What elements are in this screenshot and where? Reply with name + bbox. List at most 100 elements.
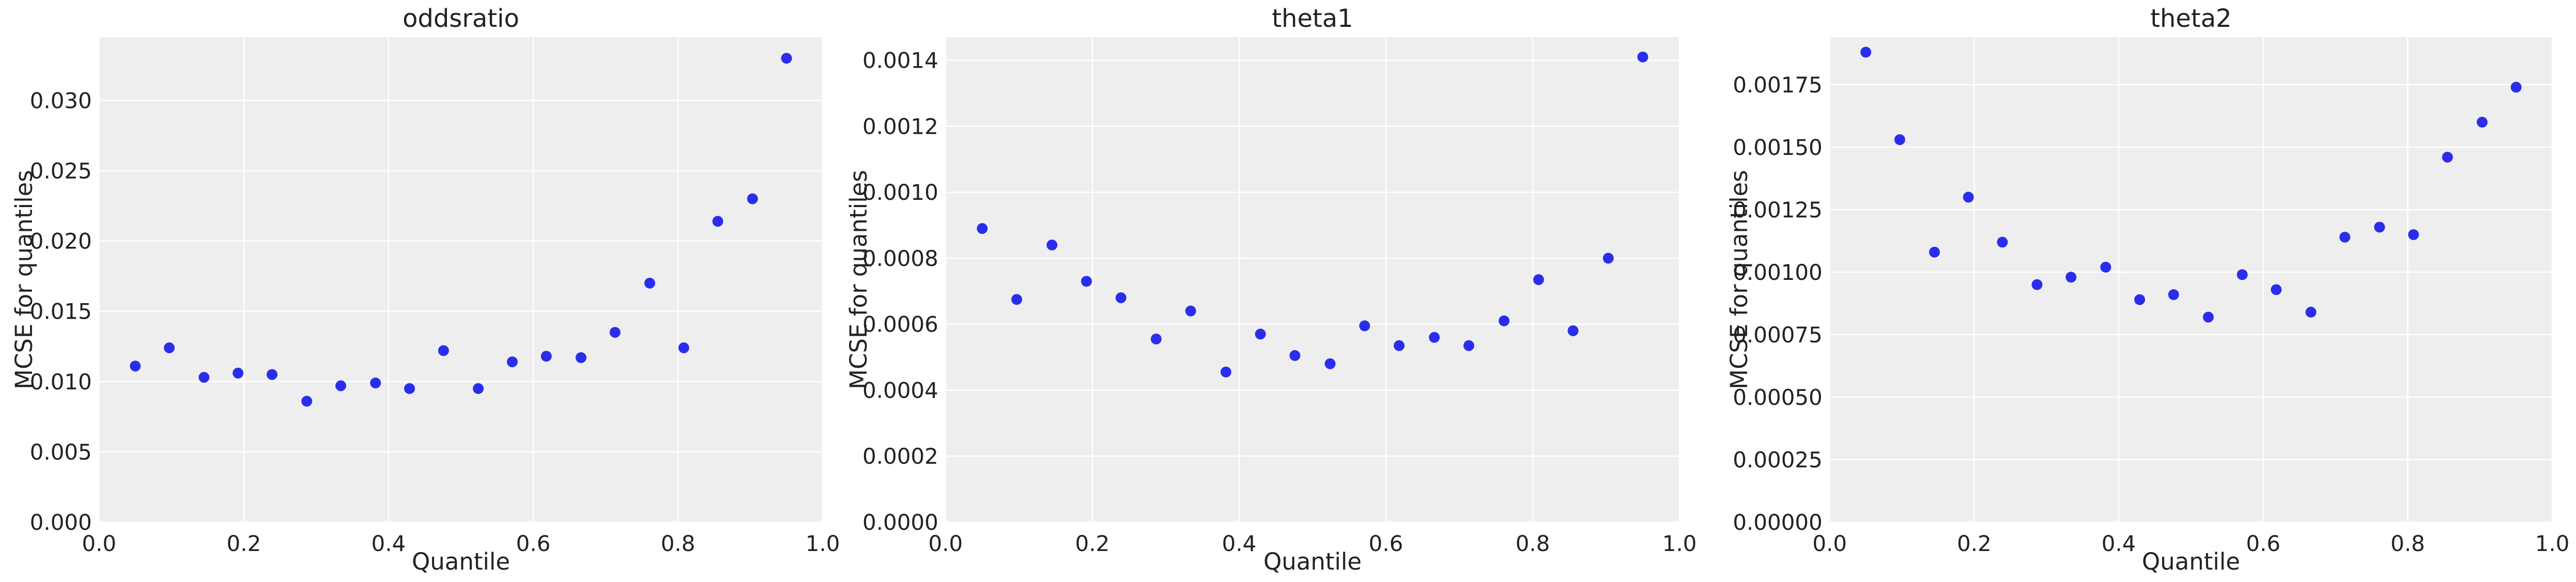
data-point — [1567, 325, 1579, 337]
data-point — [1463, 340, 1475, 351]
x-tick-label: 0.8 — [1515, 531, 1550, 556]
data-point — [2031, 279, 2043, 290]
data-point — [370, 377, 381, 389]
x-tick-label: 0.6 — [516, 531, 551, 556]
x-tick-label: 0.2 — [1957, 531, 1992, 556]
data-point — [977, 223, 988, 234]
y-tick-label: 0.010 — [30, 369, 92, 395]
data-point — [1498, 315, 1510, 326]
chart-panel-oddsratio: 0.0 0.2 0.4 0.6 0.8 1.0 0.000 0.005 0.010 0.015 0.… — [10, 4, 840, 575]
y-tick-label: 0.0002 — [862, 444, 938, 469]
data-point — [644, 277, 655, 289]
chart-title: theta2 — [2150, 4, 2232, 33]
data-point — [2168, 289, 2179, 301]
data-point — [301, 396, 312, 407]
data-point — [2236, 269, 2248, 280]
data-point — [2510, 82, 2522, 93]
data-point — [2476, 117, 2488, 128]
data-point — [130, 360, 141, 372]
x-axis-title: Quantile — [412, 548, 510, 575]
y-tick-label: 0.000 — [30, 510, 92, 535]
x-tick-label: 0.4 — [2102, 531, 2136, 556]
y-axis-title: MCSE for quantiles — [1725, 170, 1753, 389]
y-tick-label: 0.005 — [30, 439, 92, 465]
y-tick-label: 0.00125 — [1733, 197, 1822, 223]
data-point — [1429, 332, 1440, 343]
y-tick-label: 0.0000 — [862, 510, 938, 535]
data-point — [438, 345, 449, 356]
data-point — [335, 380, 346, 391]
x-axis-title: Quantile — [1263, 548, 1362, 575]
x-tick-label: 0.4 — [1222, 531, 1256, 556]
x-tick-label: 0.2 — [227, 531, 261, 556]
data-point — [2203, 311, 2214, 323]
chart-panel-theta1: 0.0 0.2 0.4 0.6 0.8 1.0 0.0000 0.0002 0.0004 0.00… — [845, 4, 1697, 575]
data-point — [1255, 328, 1266, 340]
data-point — [1929, 246, 1940, 258]
data-point — [1115, 292, 1127, 304]
y-axis-title: MCSE for quantiles — [10, 170, 38, 389]
data-point — [1533, 274, 1544, 285]
x-tick-label: 0.8 — [661, 531, 695, 556]
x-tick-label: 0.0 — [82, 531, 117, 556]
y-tick-label: 0.030 — [30, 88, 92, 113]
y-tick-label: 0.00100 — [1733, 260, 1822, 285]
y-tick-label: 0.00050 — [1733, 385, 1822, 410]
data-point — [1046, 239, 1058, 250]
y-tick-label: 0.0006 — [862, 312, 938, 337]
y-tick-label: 0.00025 — [1733, 447, 1822, 473]
data-point — [712, 216, 724, 227]
chart-title: theta1 — [1272, 4, 1353, 33]
data-point — [507, 356, 518, 368]
data-point — [540, 351, 552, 362]
x-tick-label: 0.6 — [1369, 531, 1403, 556]
plot-area — [99, 37, 823, 522]
y-tick-label: 0.0014 — [862, 48, 938, 73]
data-point — [404, 383, 415, 394]
data-point — [2305, 306, 2316, 318]
y-axis-title: MCSE for quantiles — [845, 170, 872, 389]
data-point — [1011, 294, 1022, 305]
data-point — [266, 369, 278, 380]
x-tick-label: 1.0 — [1662, 531, 1697, 556]
y-tick-label: 0.015 — [30, 299, 92, 324]
data-point — [678, 342, 690, 354]
data-point — [1289, 350, 1301, 361]
data-point — [2100, 261, 2111, 273]
y-tick-label: 0.0010 — [862, 180, 938, 205]
y-tick-label: 0.00000 — [1733, 510, 1822, 535]
y-tick-label: 0.020 — [30, 229, 92, 254]
y-tick-label: 0.0008 — [862, 246, 938, 271]
x-tick-label: 0.0 — [929, 531, 963, 556]
x-tick-label: 0.6 — [2246, 531, 2281, 556]
chart-panel-theta2: 0.0 0.2 0.4 0.6 0.8 1.0 0.00000 0.00025 0.00050 0… — [1725, 4, 2569, 575]
data-point — [1894, 134, 1906, 145]
data-point — [1637, 51, 1649, 62]
data-point — [1359, 320, 1370, 332]
data-point — [2408, 229, 2419, 240]
data-point — [1150, 333, 1162, 344]
x-tick-label: 1.0 — [2535, 531, 2570, 556]
y-tick-label: 0.0004 — [862, 377, 938, 403]
data-point — [2270, 284, 2282, 295]
data-point — [473, 383, 484, 394]
data-point — [2374, 222, 2385, 233]
data-point — [2134, 294, 2146, 305]
data-point — [1324, 358, 1336, 369]
data-point — [610, 327, 621, 338]
data-point — [1394, 340, 1405, 351]
data-point — [1185, 305, 1196, 317]
data-point — [1963, 192, 1974, 203]
data-point — [1860, 46, 1871, 58]
data-point — [1603, 253, 1614, 264]
data-point — [747, 193, 758, 205]
data-point — [198, 372, 210, 383]
x-tick-label: 0.4 — [371, 531, 406, 556]
x-tick-label: 1.0 — [806, 531, 840, 556]
y-tick-label: 0.0012 — [862, 114, 938, 139]
data-point — [2442, 151, 2453, 163]
x-axis-title: Quantile — [2142, 548, 2240, 575]
data-point — [164, 342, 175, 354]
y-tick-label: 0.025 — [30, 159, 92, 184]
